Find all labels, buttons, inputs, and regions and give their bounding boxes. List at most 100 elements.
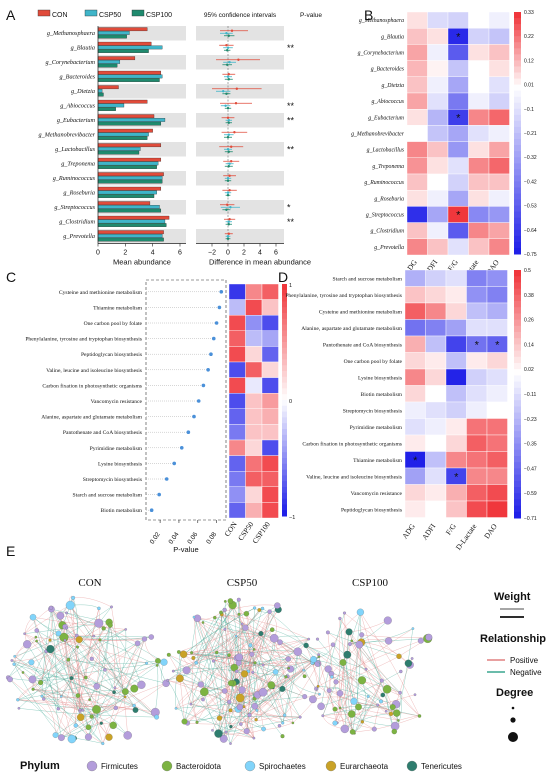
node-tenericutes — [69, 676, 74, 681]
row-label: Carbon fixation in photosynthetic organi… — [302, 440, 402, 447]
colorbar-label: −0.53 — [524, 204, 537, 210]
positive-edge — [292, 694, 320, 724]
legend-label-con: CON — [52, 12, 68, 19]
positive-edge — [353, 701, 420, 717]
node-firmicutes — [113, 705, 118, 711]
significance-star: * — [454, 471, 459, 483]
heatmap-cell — [425, 434, 447, 452]
heatmap-cell — [406, 44, 428, 61]
ci-point-green — [226, 136, 230, 139]
node-firmicutes — [221, 688, 228, 694]
heatmap-cell — [228, 424, 246, 441]
ci-point-blue — [224, 104, 227, 107]
negative-edge — [46, 651, 167, 684]
heatmap-cell — [445, 352, 467, 370]
positive-edge — [17, 699, 116, 709]
colorbar-segment — [282, 289, 287, 297]
heatmap-cell — [245, 299, 263, 316]
negative-edge — [40, 629, 126, 683]
heatmap-cell — [261, 330, 279, 347]
heatmap-cell — [488, 173, 510, 191]
bar-csp50 — [97, 176, 163, 180]
negative-edge — [14, 664, 157, 718]
row-label: g_Streptococcus — [366, 213, 405, 219]
bar-csp50 — [97, 219, 166, 224]
network-title: CSP50 — [227, 577, 258, 589]
positive-edge — [312, 696, 354, 702]
colorbar-label: 0.01 — [524, 83, 534, 89]
colorbar-segment — [514, 474, 521, 482]
node-tenericutes — [132, 707, 139, 713]
heatmap-cell — [404, 484, 426, 502]
positive-edge — [339, 654, 348, 709]
ci-point-blue — [226, 177, 230, 180]
heatmap-cell — [468, 76, 490, 94]
row-label: g_Lactobacillus — [367, 148, 405, 154]
significance-star: * — [475, 339, 480, 351]
negative-edge — [344, 689, 388, 730]
heatmap-cell — [447, 125, 469, 142]
node-firmicutes — [65, 611, 68, 615]
panel-c: Cysteine and methionine metabolism Thiami… — [25, 279, 295, 554]
colorbar-segment — [514, 84, 521, 92]
node-firmicutes — [28, 675, 37, 684]
negative-edge — [339, 707, 396, 727]
node-eurarchaeota — [123, 695, 127, 699]
p-value-point — [219, 290, 224, 294]
negative-edge — [36, 640, 83, 711]
heatmap-cell — [406, 28, 428, 45]
node-spirochaetes — [59, 695, 63, 698]
positive-edge — [351, 640, 367, 670]
bar-con — [97, 215, 170, 220]
negative-edge — [13, 664, 62, 738]
colorbar-segment — [514, 30, 521, 37]
heatmap-cell — [406, 141, 428, 159]
colorbar-segment — [514, 175, 521, 182]
colorbar-label: −0.75 — [524, 252, 537, 258]
node-firmicutes — [274, 602, 281, 609]
colorbar-segment — [282, 429, 287, 436]
node-firmicutes — [338, 616, 342, 621]
row-label: g_Abiococcus — [371, 99, 404, 105]
p-value-title: P-value — [300, 12, 322, 19]
row-label: g_Methanosphaera — [359, 18, 404, 24]
colorbar-segment — [282, 376, 287, 384]
negative-edge — [82, 710, 128, 736]
ci-point-green — [226, 107, 230, 110]
negative-edge — [230, 600, 283, 723]
positive-edge — [337, 694, 416, 723]
node-bacteroidota — [280, 734, 285, 739]
p-value-point — [172, 461, 177, 466]
bar-csp100 — [97, 92, 104, 97]
row-label: Vancomycin resistance — [351, 491, 403, 497]
node-bacteroidota — [338, 706, 342, 710]
node-tenericutes — [345, 628, 353, 636]
ci-x-axis-title: Difference in mean abundance — [209, 258, 311, 267]
node-firmicutes — [251, 702, 259, 710]
heatmap-cell — [228, 455, 246, 472]
colorbar-segment — [514, 369, 521, 376]
colorbar-segment — [514, 211, 521, 219]
heatmap-cell — [427, 28, 449, 45]
row-label: Biotin metabolism — [361, 392, 403, 398]
pathway-label: Thiamine metabolism — [93, 305, 143, 311]
positive-edge — [73, 597, 112, 608]
node-firmicutes — [78, 708, 82, 712]
heatmap-cell — [468, 60, 490, 77]
heatmap-cell — [228, 346, 246, 363]
node-firmicutes — [425, 633, 433, 641]
heatmap-cell — [228, 408, 246, 425]
node-bacteroidota — [219, 610, 223, 615]
column-label: CSP100 — [250, 520, 272, 546]
colorbar-label: −0.64 — [524, 228, 537, 234]
node-firmicutes — [7, 676, 13, 683]
category-label: g_Bacteroides — [59, 74, 95, 81]
node-firmicutes — [317, 702, 325, 711]
negative-edge — [216, 652, 243, 690]
heatmap-cell — [406, 206, 428, 223]
colorbar-segment — [282, 469, 287, 476]
bar-con — [97, 143, 162, 148]
colorbar-segment — [514, 276, 521, 283]
heatmap-cell — [427, 92, 449, 110]
node-firmicutes — [410, 657, 414, 660]
